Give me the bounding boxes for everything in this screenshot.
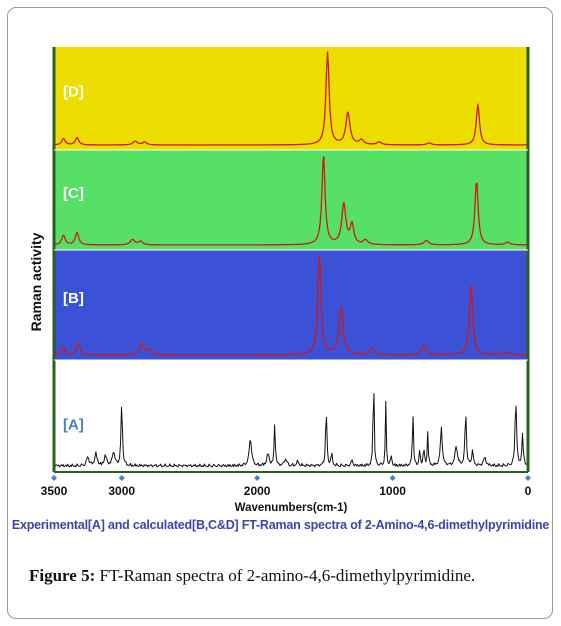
x-tick-mark	[51, 475, 57, 481]
figure-caption-label: Figure 5:	[29, 566, 96, 585]
x-tick-mark	[254, 475, 261, 481]
spectrum-line-d	[54, 51, 528, 146]
panel-label-c: [C]	[63, 185, 84, 202]
panel-label-a: [A]	[63, 416, 84, 433]
x-tick-label: 2000	[244, 484, 271, 498]
x-tick-mark	[525, 475, 531, 481]
spectrum-line-c	[53, 155, 528, 246]
x-tick-mark	[118, 475, 125, 481]
x-tick-mark	[389, 475, 396, 481]
panel-d	[54, 47, 528, 150]
panel-c	[54, 150, 528, 250]
panel-label-d: [D]	[63, 83, 84, 100]
x-axis-label: Wavenumbers(cm-1)	[235, 502, 348, 514]
x-tick-label: 1000	[379, 484, 406, 498]
x-tick-label: 3500	[41, 484, 68, 498]
figure-caption: Figure 5: FT-Raman spectra of 2-amino-4,…	[29, 566, 475, 586]
spectrum-line-b	[54, 255, 528, 356]
spectrum-line-a	[53, 393, 529, 468]
x-tick-label: 3000	[108, 484, 135, 498]
figure-caption-text: FT-Raman spectra of 2-amino-4,6-dimethyl…	[99, 566, 476, 585]
figure-frame	[7, 7, 553, 619]
chart-title: Experimental[A] and calculated[B,C&D] FT…	[11, 518, 550, 532]
y-axis-label: Raman activity	[28, 232, 44, 331]
x-tick-label: 0	[525, 484, 532, 498]
panel-b	[54, 250, 528, 360]
panel-a	[54, 360, 528, 472]
panel-label-b: [B]	[63, 290, 84, 307]
